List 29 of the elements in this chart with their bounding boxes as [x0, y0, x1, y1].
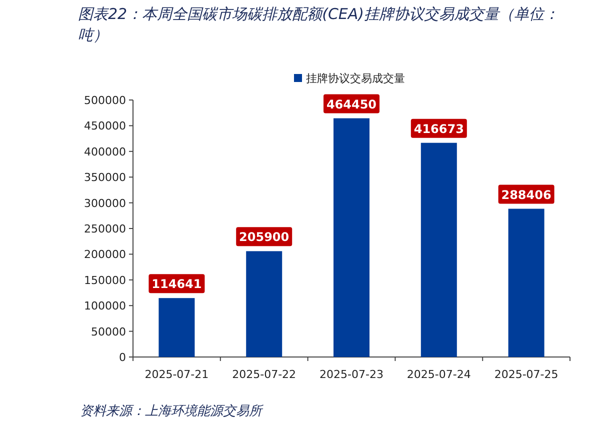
x-tick-label: 2025-07-22 — [232, 368, 296, 381]
data-label: 205900 — [239, 230, 290, 244]
x-tick-label: 2025-07-25 — [494, 368, 558, 381]
y-tick-label: 50000 — [91, 325, 126, 338]
chart-title: 图表22：本周全国碳市场碳排放配额(CEA)挂牌协议交易成交量（单位：吨） — [78, 4, 560, 46]
y-tick-label: 0 — [119, 351, 126, 364]
x-tick-label: 2025-07-21 — [144, 368, 209, 381]
bar — [508, 208, 544, 357]
bar — [334, 118, 370, 357]
data-label: 464450 — [326, 97, 377, 112]
y-tick-label: 300000 — [84, 196, 126, 210]
data-label: 416673 — [414, 122, 464, 136]
bar — [246, 251, 282, 357]
data-label: 288406 — [501, 188, 552, 202]
legend-label: 挂牌协议交易成交量 — [306, 72, 405, 85]
y-tick-label: 200000 — [84, 248, 126, 262]
y-tick-label: 100000 — [84, 300, 126, 313]
bar — [420, 142, 457, 357]
y-tick-label: 450000 — [84, 120, 126, 133]
y-tick-label: 500000 — [84, 94, 126, 107]
y-tick-label: 400000 — [84, 145, 126, 158]
x-tick-label: 2025-07-23 — [320, 368, 384, 381]
text: 资料来源：上海环境能源交易所 — [80, 403, 264, 419]
bar — [158, 298, 195, 357]
x-tick-label: 2025-07-24 — [406, 368, 471, 381]
y-tick-label: 350000 — [84, 171, 126, 184]
y-tick-label: 150000 — [84, 274, 126, 287]
data-label: 114641 — [152, 277, 202, 292]
y-tick-label: 250000 — [84, 222, 126, 236]
